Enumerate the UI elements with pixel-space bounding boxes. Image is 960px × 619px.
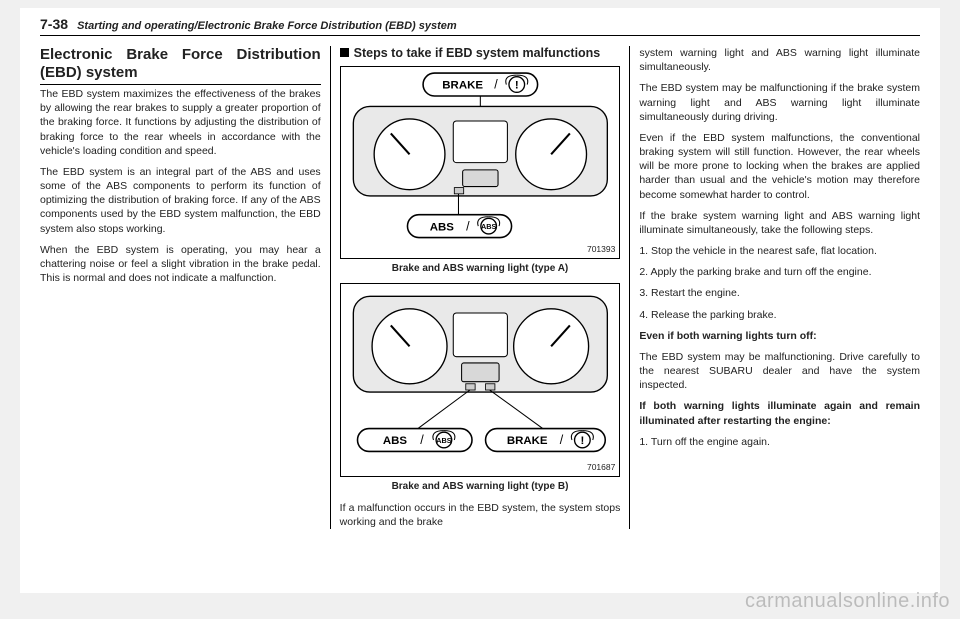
list-item: 1. Stop the vehicle in the nearest safe,…	[639, 244, 920, 258]
paragraph: If the brake system warning light and AB…	[639, 209, 920, 237]
column-1: Electronic Brake Force Distribution (EBD…	[40, 46, 321, 529]
subsection-label: Steps to take if EBD system malfunctions	[354, 46, 601, 62]
list-item: 4. Release the parking brake.	[639, 308, 920, 322]
bullet-square-icon	[340, 48, 349, 57]
sub-heading: Even if both warning lights turn off:	[639, 329, 920, 343]
paragraph: When the EBD system is operating, you ma…	[40, 243, 321, 286]
dashboard-illustration-a: BRAKE / !	[345, 71, 616, 243]
svg-text:ABS: ABS	[383, 436, 408, 448]
list-item: 3. Restart the engine.	[639, 286, 920, 300]
svg-text:BRAKE: BRAKE	[507, 436, 548, 448]
sub-heading: If both warning lights illuminate again …	[639, 399, 920, 427]
svg-text:/: /	[466, 219, 470, 233]
paragraph: The EBD system may be malfunctioning. Dr…	[639, 350, 920, 393]
svg-text:/: /	[494, 77, 498, 91]
dashboard-illustration-b: ABS / ABS BRAKE / !	[345, 288, 616, 460]
figure-caption: Brake and ABS warning light (type A)	[340, 262, 621, 276]
figure-number: 701687	[345, 462, 616, 473]
svg-text:ABS: ABS	[481, 222, 496, 231]
svg-text:/: /	[420, 434, 424, 448]
paragraph: system warning light and ABS warning lig…	[639, 46, 920, 74]
columns: Electronic Brake Force Distribution (EBD…	[40, 46, 920, 529]
paragraph: The EBD system maximizes the effectivene…	[40, 87, 321, 158]
column-3: system warning light and ABS warning lig…	[629, 46, 920, 529]
subsection-heading: Steps to take if EBD system malfunctions	[340, 46, 621, 62]
paragraph: If a malfunction occurs in the EBD syste…	[340, 501, 621, 529]
figure-a: BRAKE / !	[340, 66, 621, 259]
page-header: 7-38 Starting and operating/Electronic B…	[40, 16, 920, 36]
paragraph: The EBD system may be malfunctioning if …	[639, 81, 920, 124]
figure-caption: Brake and ABS warning light (type B)	[340, 480, 621, 494]
svg-text:ABS: ABS	[436, 436, 451, 445]
section-title: Electronic Brake Force Distribution (EBD…	[40, 46, 321, 85]
svg-text:/: /	[559, 434, 563, 448]
figure-b: ABS / ABS BRAKE / ! 701687	[340, 283, 621, 476]
list-item: 2. Apply the parking brake and turn off …	[639, 265, 920, 279]
svg-text:!: !	[580, 436, 584, 448]
paragraph: The EBD system is an integral part of th…	[40, 165, 321, 236]
figure-number: 701393	[345, 244, 616, 255]
watermark: carmanualsonline.info	[745, 590, 950, 613]
list-item: 1. Turn off the engine again.	[639, 435, 920, 449]
svg-text:BRAKE: BRAKE	[442, 79, 483, 91]
paragraph: Even if the EBD system malfunctions, the…	[639, 131, 920, 202]
svg-text:!: !	[515, 79, 519, 91]
manual-page: 7-38 Starting and operating/Electronic B…	[20, 8, 940, 593]
column-2: Steps to take if EBD system malfunctions…	[330, 46, 621, 529]
page-number: 7-38	[40, 16, 68, 32]
svg-text:ABS: ABS	[429, 221, 454, 233]
breadcrumb: Starting and operating/Electronic Brake …	[77, 20, 457, 32]
